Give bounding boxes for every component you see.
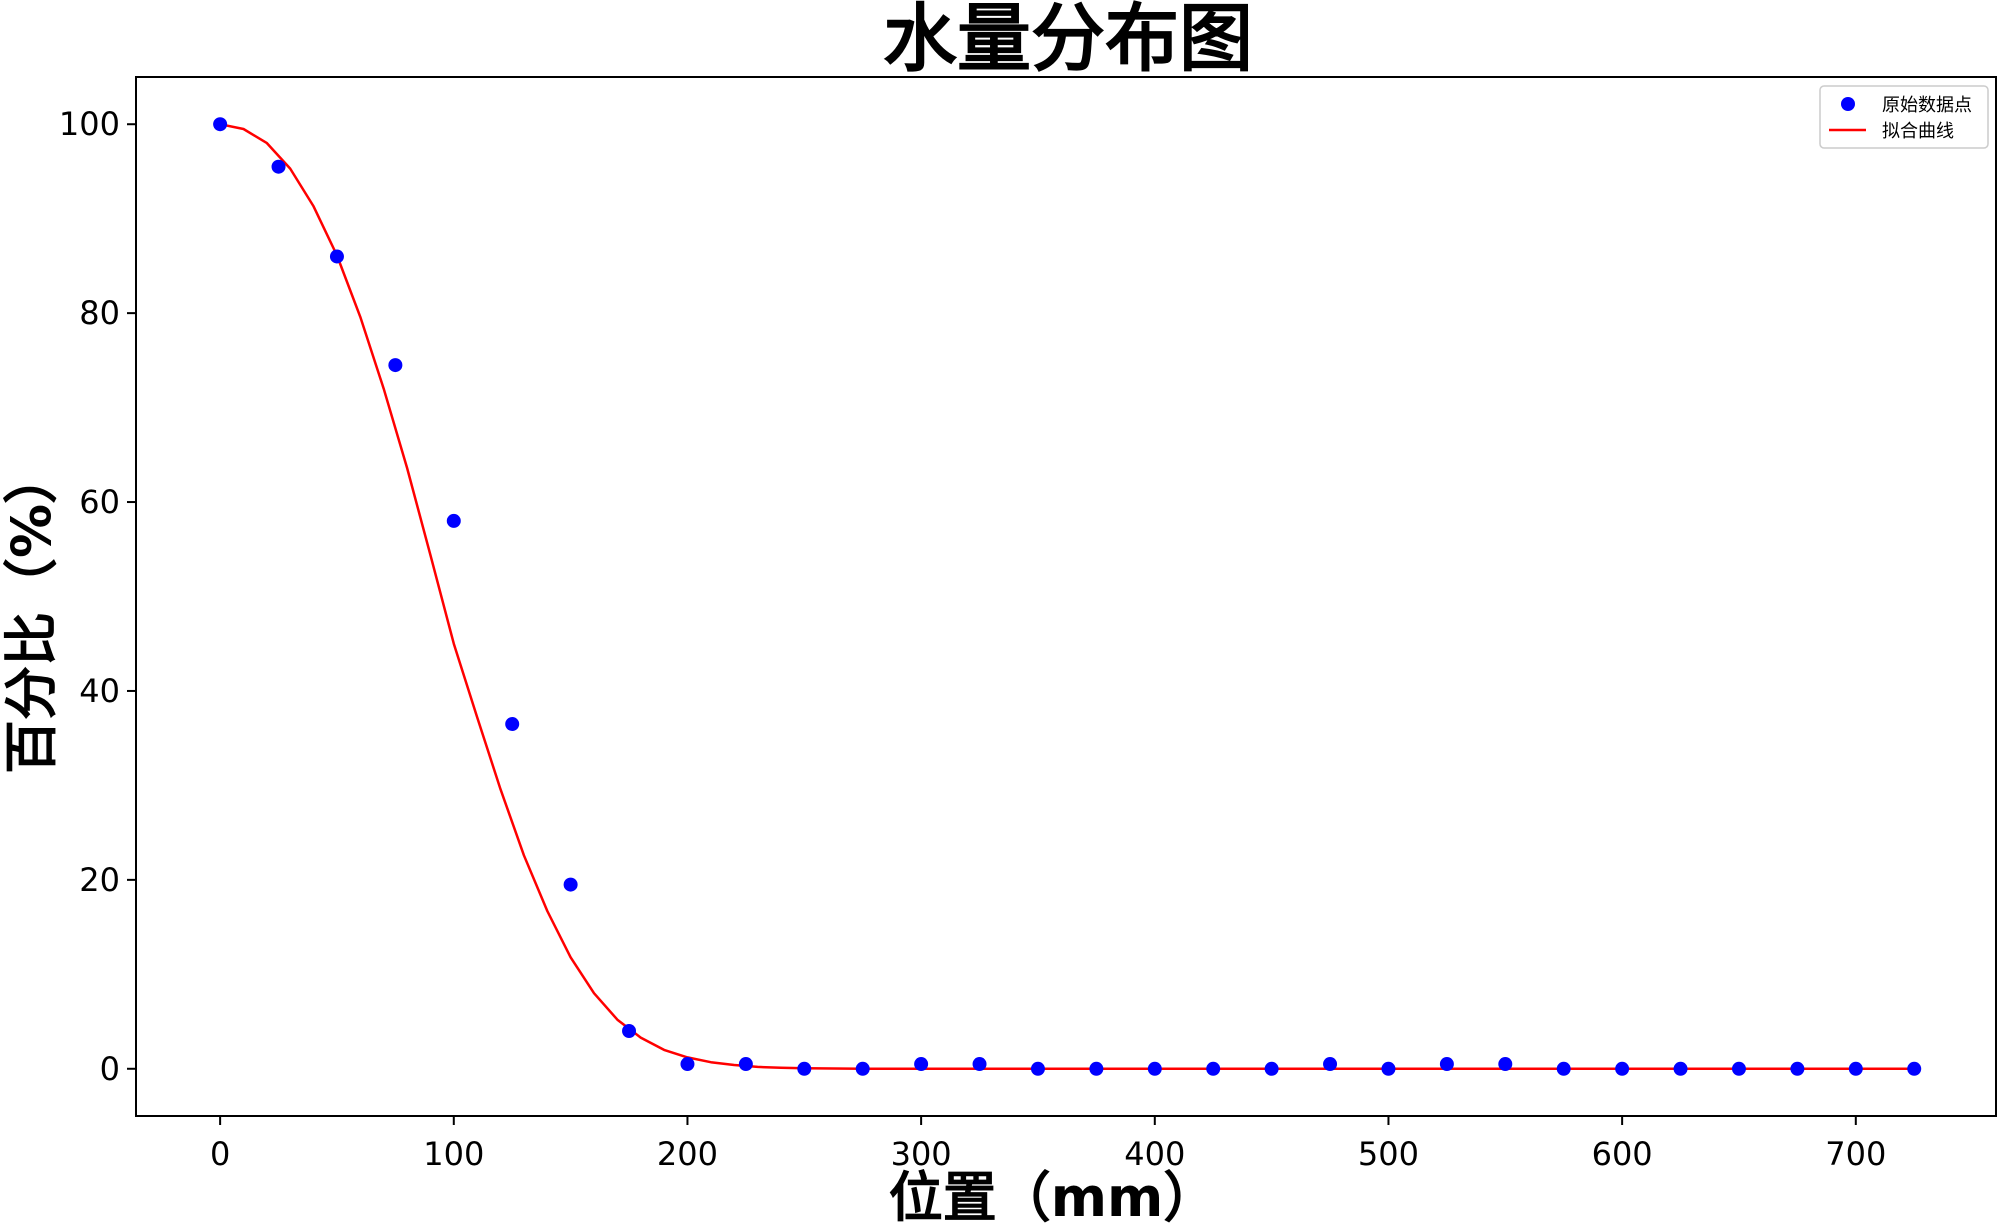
data-point xyxy=(1323,1057,1338,1072)
fit-curve xyxy=(219,122,1915,1071)
x-tick-label: 200 xyxy=(657,1135,718,1173)
legend-marker-scatter xyxy=(1841,97,1855,111)
x-axis: 0 100 200 300 400 500 600 700 xyxy=(210,1116,1886,1173)
data-point xyxy=(1089,1061,1104,1076)
data-point xyxy=(329,249,344,264)
chart-title: 水量分布图 xyxy=(883,0,1253,82)
data-point xyxy=(388,358,403,373)
data-point xyxy=(797,1061,812,1076)
data-point xyxy=(505,717,520,732)
data-point xyxy=(680,1057,695,1072)
data-point xyxy=(972,1057,987,1072)
y-tick-label: 80 xyxy=(79,294,120,332)
data-point xyxy=(1206,1061,1221,1076)
x-axis-label: 位置（mm） xyxy=(889,1166,1218,1226)
y-tick-label: 60 xyxy=(79,483,120,521)
x-tick-label: 600 xyxy=(1592,1135,1653,1173)
plot-frame xyxy=(135,76,1997,1117)
y-tick-label: 20 xyxy=(79,861,120,899)
data-point xyxy=(738,1057,753,1072)
data-point xyxy=(622,1023,637,1038)
y-axis-label: 百分比（%） xyxy=(0,450,63,774)
data-point xyxy=(446,513,461,528)
data-point xyxy=(1556,1061,1571,1076)
data-point xyxy=(1381,1061,1396,1076)
data-point xyxy=(914,1057,929,1072)
x-tick-label: 400 xyxy=(1124,1135,1185,1173)
legend-box xyxy=(1819,85,1989,149)
x-tick-label: 100 xyxy=(423,1135,484,1173)
y-tick-label: 100 xyxy=(59,105,120,143)
data-point xyxy=(1848,1061,1863,1076)
data-point xyxy=(563,877,578,892)
x-tick-label: 700 xyxy=(1825,1135,1886,1173)
data-point xyxy=(271,159,286,174)
data-point xyxy=(855,1061,870,1076)
y-tick-label: 40 xyxy=(79,672,120,710)
data-point xyxy=(1907,1061,1922,1076)
series-layer xyxy=(213,117,1922,1076)
data-point xyxy=(1030,1061,1045,1076)
data-point xyxy=(1673,1061,1688,1076)
data-point xyxy=(1615,1061,1630,1076)
data-point xyxy=(1439,1057,1454,1072)
x-tick-label: 0 xyxy=(210,1135,230,1173)
y-axis: 0 20 40 60 80 100 xyxy=(59,105,136,1088)
legend-label-scatter: 原始数据点 xyxy=(1882,95,1972,116)
data-point xyxy=(1790,1061,1805,1076)
x-tick-label: 300 xyxy=(891,1135,952,1173)
data-point xyxy=(1731,1061,1746,1076)
data-point xyxy=(1264,1061,1279,1076)
data-point xyxy=(213,117,228,132)
y-tick-label: 0 xyxy=(100,1050,120,1088)
data-point xyxy=(1498,1057,1513,1072)
data-point xyxy=(1147,1061,1162,1076)
legend-label-line: 拟合曲线 xyxy=(1882,121,1954,142)
legend: 原始数据点 拟合曲线 xyxy=(1819,85,1989,149)
x-tick-label: 500 xyxy=(1358,1135,1419,1173)
